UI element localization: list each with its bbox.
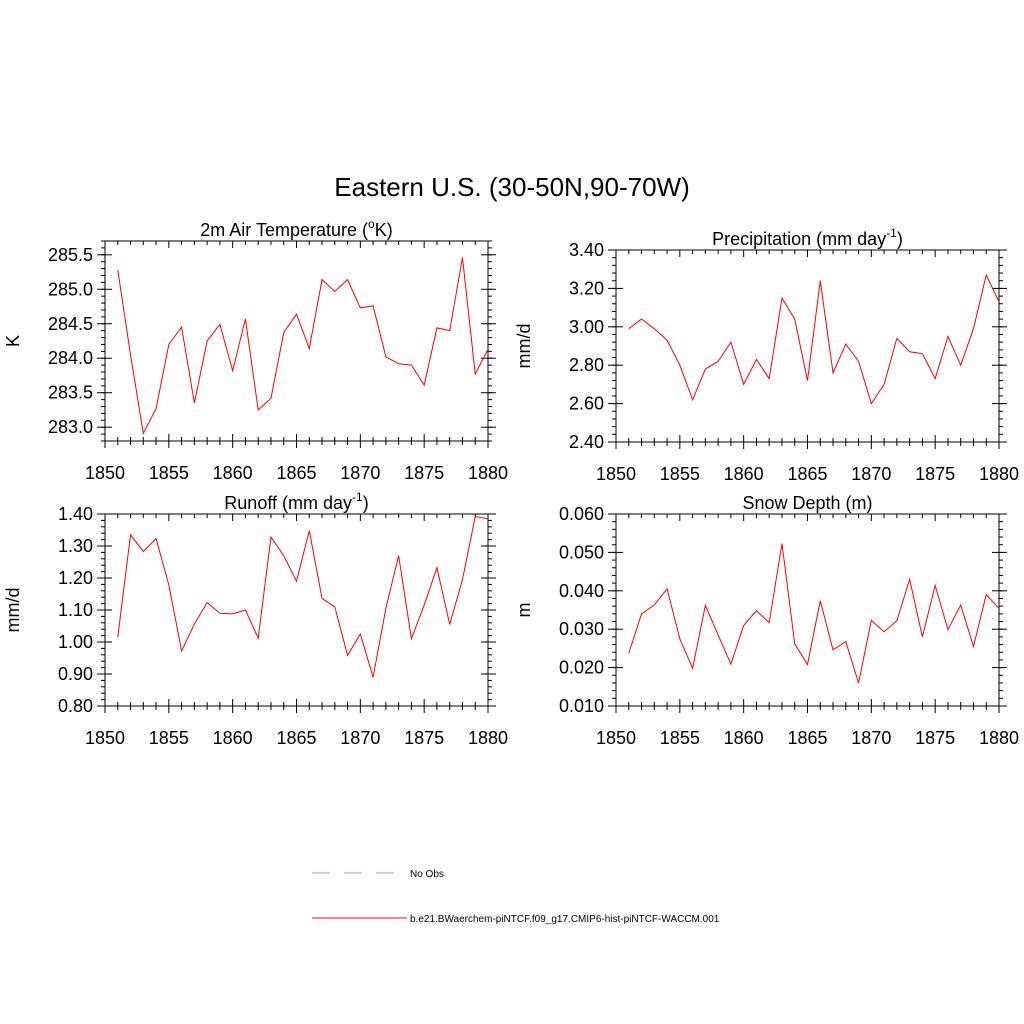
legend-model-label: b.e21.BWaerchem-piNTCF.f09_g17.CMIP6-his… xyxy=(410,914,720,925)
x-tick-label: 1855 xyxy=(660,464,700,484)
x-tick-label: 1875 xyxy=(404,728,444,748)
y-tick-label: 2.40 xyxy=(569,432,604,452)
y-tick-label: 0.90 xyxy=(58,664,93,684)
x-tick-label: 1860 xyxy=(213,463,253,483)
x-tick-label: 1860 xyxy=(724,464,764,484)
y-axis-label: mm/d xyxy=(514,324,534,369)
panel-title: Snow Depth (m) xyxy=(742,493,872,513)
x-tick-label: 1860 xyxy=(724,728,764,748)
legend-obs-label: No Obs xyxy=(410,869,444,880)
panel-3: Runoff (mm day-1) mm/d 1850 1855 1860 1865 187… xyxy=(3,490,508,748)
y-tick-label: 285.0 xyxy=(48,279,93,299)
plot-frame xyxy=(615,249,1000,443)
panel-title-main: Precipitation (mm day xyxy=(712,229,886,249)
y-tick-label: 0.020 xyxy=(559,658,604,678)
x-tick-label: 1850 xyxy=(596,728,636,748)
y-tick-label: 0.010 xyxy=(559,696,604,716)
y-tick-label: 1.10 xyxy=(58,600,93,620)
series-line-1 xyxy=(628,273,999,405)
y-tick-label: 0.050 xyxy=(559,542,604,562)
panel-title-main: 2m Air Temperature ( xyxy=(200,220,368,240)
panel-title-sup: -1 xyxy=(352,490,363,504)
x-tick-label: 1875 xyxy=(915,728,955,748)
panel-title: Runoff (mm day-1) xyxy=(224,490,368,513)
y-tick-label: 0.030 xyxy=(559,619,604,639)
x-tick-label: 1875 xyxy=(404,463,444,483)
y-tick-label: 2.80 xyxy=(569,355,604,375)
x-tick-label: 1855 xyxy=(149,463,189,483)
series-line-1 xyxy=(117,515,488,678)
figure-title: Eastern U.S. (30-50N,90-70W) xyxy=(334,172,689,202)
x-tick-label: 1860 xyxy=(213,728,253,748)
y-axis-label: mm/d xyxy=(3,588,23,633)
x-tick-label: 1875 xyxy=(915,464,955,484)
panel-title-after: ) xyxy=(363,493,369,513)
y-tick-label: 0.040 xyxy=(559,581,604,601)
y-tick-label: 1.40 xyxy=(58,504,93,524)
x-tick-label: 1880 xyxy=(979,464,1019,484)
x-tick-label: 1870 xyxy=(340,463,380,483)
x-tick-label: 1850 xyxy=(85,728,125,748)
y-tick-label: 1.00 xyxy=(58,632,93,652)
x-tick-label: 1865 xyxy=(276,463,316,483)
y-tick-label: 285.5 xyxy=(48,245,93,265)
series-line-1 xyxy=(628,543,999,684)
x-tick-label: 1865 xyxy=(787,464,827,484)
x-tick-label: 1855 xyxy=(149,728,189,748)
panel-title-main: Snow Depth (m) xyxy=(742,493,872,513)
x-tick-label: 1880 xyxy=(468,728,508,748)
x-tick-label: 1880 xyxy=(468,463,508,483)
x-tick-label: 1880 xyxy=(979,728,1019,748)
y-tick-label: 3.20 xyxy=(569,278,604,298)
y-tick-label: 3.00 xyxy=(569,317,604,337)
plot-frame xyxy=(615,513,1000,707)
y-tick-label: 284.0 xyxy=(48,348,93,368)
legend: No Obs b.e21.BWaerchem-piNTCF.f09_g17.CM… xyxy=(312,869,720,925)
y-tick-label: 2.60 xyxy=(569,394,604,414)
x-tick-label: 1870 xyxy=(851,464,891,484)
panels: 2m Air Temperature (oK) K 1850 1855 1860 1865… xyxy=(3,217,1019,748)
y-tick-label: 284.5 xyxy=(48,314,93,334)
y-axis-label: m xyxy=(514,603,534,618)
y-tick-label: 283.5 xyxy=(48,383,93,403)
panel-4: Snow Depth (m) m 1850 1855 1860 1865 1870 1875 1… xyxy=(514,493,1019,748)
panel-title-sup: -1 xyxy=(886,226,897,240)
plot-frame xyxy=(104,513,489,707)
y-tick-label: 283.0 xyxy=(48,417,93,437)
y-tick-label: 3.40 xyxy=(569,240,604,260)
panel-2: Precipitation (mm day-1) mm/d 1850 1855 1860… xyxy=(514,226,1019,484)
panel-1: 2m Air Temperature (oK) K 1850 1855 1860 1865… xyxy=(3,217,508,483)
panel-title-after: K) xyxy=(375,220,393,240)
x-tick-label: 1865 xyxy=(276,728,316,748)
plot-frame xyxy=(104,240,489,442)
panel-title: 2m Air Temperature (oK) xyxy=(200,217,392,240)
x-tick-label: 1870 xyxy=(340,728,380,748)
x-tick-label: 1870 xyxy=(851,728,891,748)
y-tick-label: 1.20 xyxy=(58,568,93,588)
panel-title-main: Runoff (mm day xyxy=(224,493,352,513)
x-tick-label: 1865 xyxy=(787,728,827,748)
x-tick-label: 1850 xyxy=(596,464,636,484)
y-axis-label: K xyxy=(3,335,23,347)
panel-title-sup: o xyxy=(368,217,375,231)
series-line-1 xyxy=(117,257,488,435)
panel-title: Precipitation (mm day-1) xyxy=(712,226,903,249)
x-tick-label: 1850 xyxy=(85,463,125,483)
y-tick-label: 0.060 xyxy=(559,504,604,524)
y-tick-label: 0.80 xyxy=(58,696,93,716)
panel-title-after: ) xyxy=(897,229,903,249)
x-tick-label: 1855 xyxy=(660,728,700,748)
y-tick-label: 1.30 xyxy=(58,536,93,556)
